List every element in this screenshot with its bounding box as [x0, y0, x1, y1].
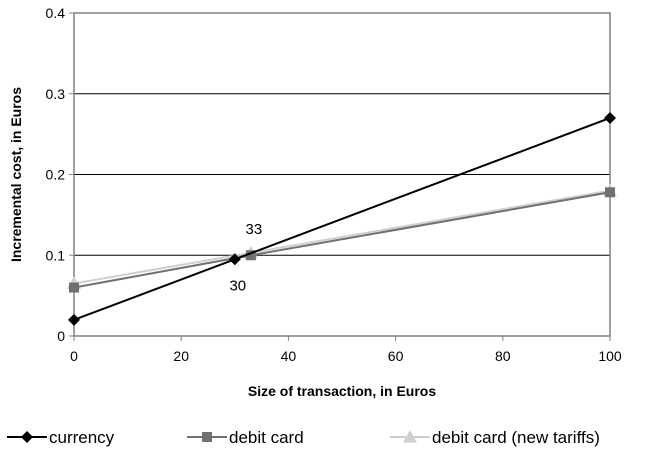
legend-label: currency [49, 428, 115, 447]
series-debit-card [69, 187, 615, 293]
annotation-label: 33 [246, 221, 263, 238]
legend-item: currency [7, 428, 115, 447]
series-currency [68, 111, 616, 326]
x-tick-label: 20 [173, 348, 189, 364]
legend-marker [21, 431, 33, 443]
grid-lines [74, 93, 610, 256]
x-tick-label: 60 [388, 348, 404, 364]
legend-label: debit card [229, 428, 304, 447]
data-point [228, 253, 241, 266]
y-tick-label: 0.4 [46, 5, 66, 21]
y-axis-title: Incremental cost, in Euros [8, 87, 24, 262]
x-tick-label: 80 [495, 348, 511, 364]
x-axis-title: Size of transaction, in Euros [248, 383, 436, 399]
data-point [245, 250, 256, 261]
series-line [73, 189, 611, 285]
y-axis-ticks: 0 0.1 0.2 0.3 0.4 [46, 5, 74, 344]
data-point [604, 111, 616, 124]
legend: currency debit card debit card (new tariff… [7, 428, 600, 447]
legend-item: debit card [187, 428, 304, 447]
annotation-label: 30 [229, 277, 246, 294]
legend-label: debit card (new tariffs) [432, 428, 600, 447]
annotations: 33 30 [229, 221, 262, 294]
data-point [605, 187, 615, 198]
x-tick-label: 40 [281, 348, 297, 364]
series-line [73, 117, 611, 321]
y-tick-label: 0.2 [46, 167, 66, 183]
x-tick-label: 100 [598, 348, 622, 364]
x-tick-label: 0 [70, 348, 78, 364]
y-tick-label: 0 [57, 328, 65, 344]
series-group [67, 111, 617, 326]
data-point [69, 282, 79, 293]
data-point [68, 313, 80, 326]
series-line [73, 191, 611, 289]
y-tick-label: 0.1 [46, 247, 66, 263]
x-axis-ticks: 0 20 40 60 80 100 [70, 336, 622, 364]
legend-marker [202, 432, 212, 442]
legend-item: debit card (new tariffs) [390, 428, 600, 447]
legend-marker [403, 430, 417, 443]
y-tick-label: 0.3 [46, 86, 66, 102]
